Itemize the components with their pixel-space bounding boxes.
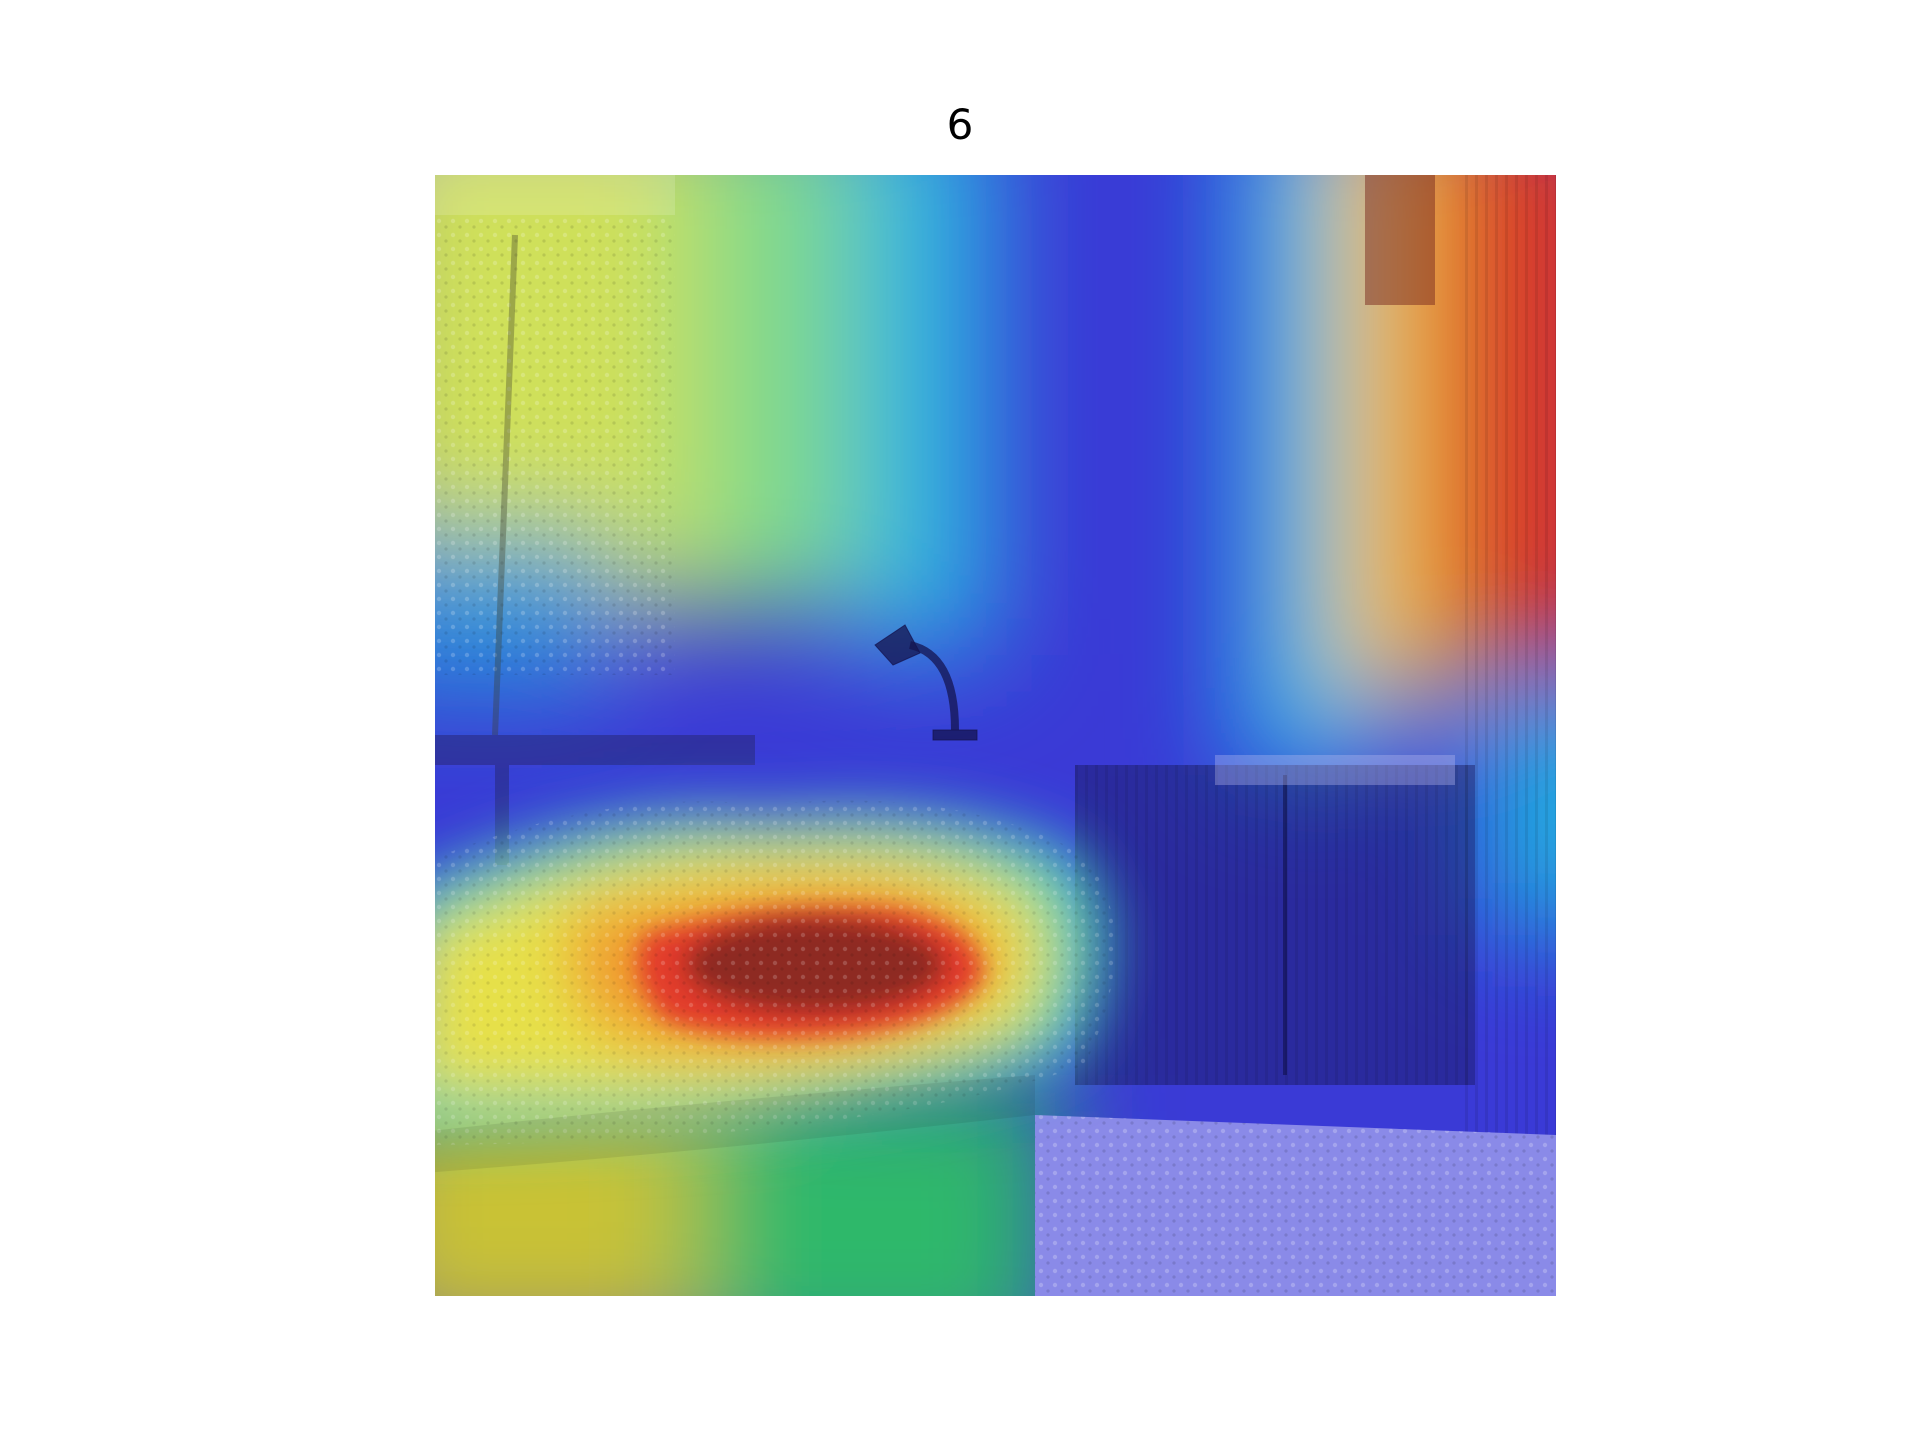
figure-title: 6 xyxy=(946,100,974,149)
heatmap-image xyxy=(435,175,1556,1296)
heatmap-overlay-icon xyxy=(435,175,1556,1296)
